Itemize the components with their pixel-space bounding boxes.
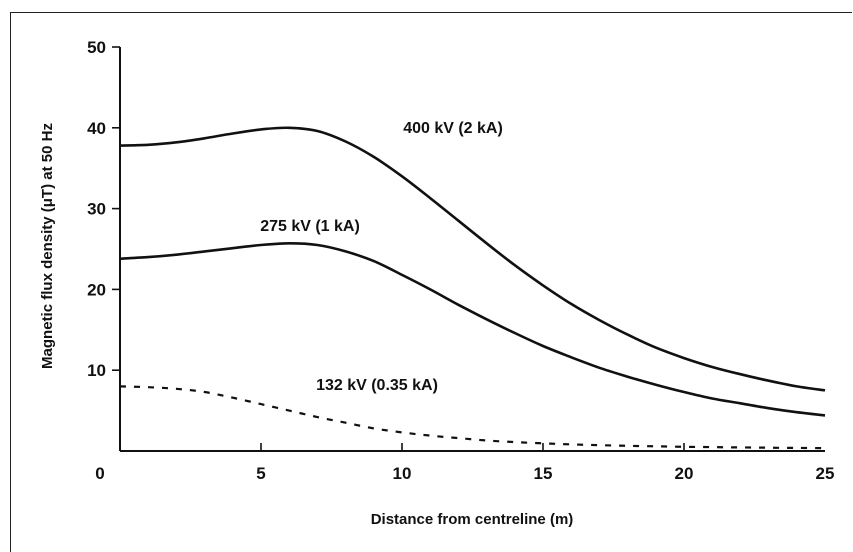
y-tick-label: 50 bbox=[87, 38, 106, 57]
x-tick-label: 15 bbox=[534, 464, 553, 483]
x-tick-label: 5 bbox=[256, 464, 265, 483]
series-label-275kv: 275 kV (1 kA) bbox=[260, 218, 360, 235]
labels-group: 400 kV (2 kA) 275 kV (1 kA) 132 kV (0.35 k… bbox=[260, 120, 503, 394]
y-tick-label: 30 bbox=[87, 200, 106, 219]
series-label-132kv: 132 kV (0.35 kA) bbox=[316, 377, 438, 394]
axes: 10 20 30 40 50 0 5 10 15 20 25 Distance from centre… bbox=[39, 38, 834, 528]
y-tick-label: 20 bbox=[87, 280, 106, 299]
x-tick-label: 25 bbox=[816, 464, 835, 483]
y-tick-label: 40 bbox=[87, 119, 106, 138]
y-axis-title: Magnetic flux density (μT) at 50 Hz bbox=[39, 123, 56, 369]
x-axis-title: Distance from centreline (m) bbox=[371, 511, 574, 528]
series-400kv-line bbox=[119, 126, 826, 392]
x-tick-label: 20 bbox=[675, 464, 694, 483]
series-275kv-line bbox=[119, 241, 826, 417]
x-tick-label: 10 bbox=[393, 464, 412, 483]
chart-frame bbox=[10, 12, 852, 552]
series-group bbox=[119, 126, 826, 450]
y-tick-label: 10 bbox=[87, 361, 106, 380]
series-label-400kv: 400 kV (2 kA) bbox=[403, 120, 503, 137]
series-132kv-line bbox=[119, 385, 826, 450]
x-tick-label: 0 bbox=[95, 464, 104, 483]
